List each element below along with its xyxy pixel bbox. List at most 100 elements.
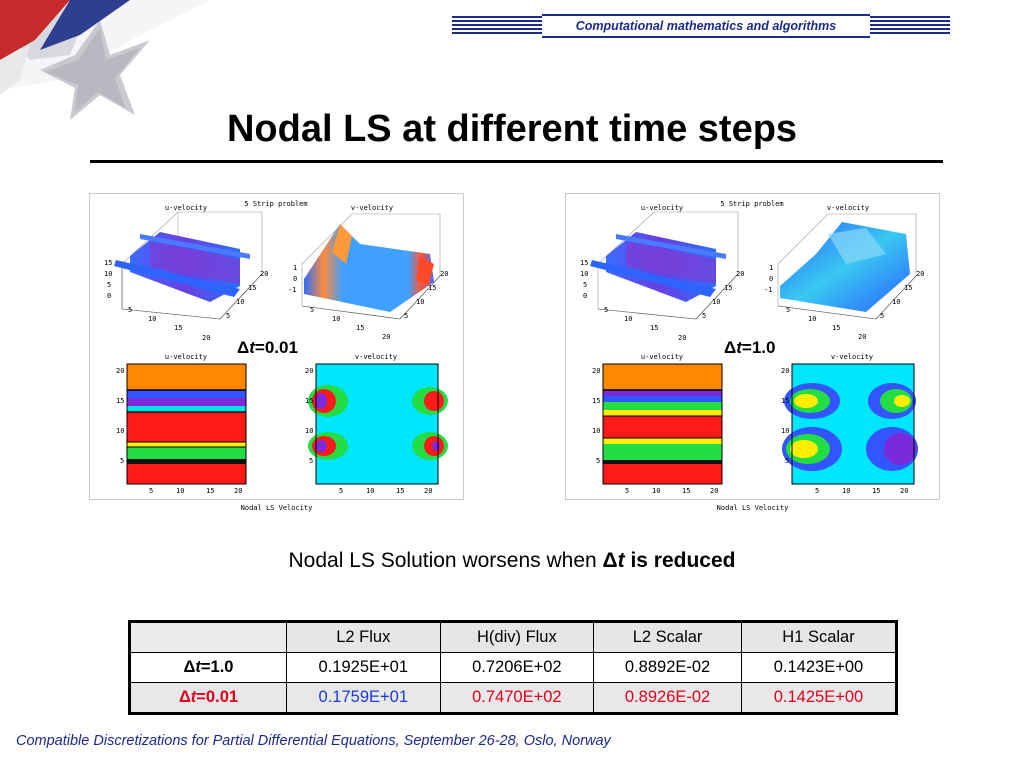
problem-title: 5 Strip problem [720, 200, 783, 208]
tick: 20 [916, 270, 924, 278]
table-cell: 0.1425E+00 [740, 682, 898, 714]
dt-value: =0.01 [254, 338, 298, 357]
v-velocity-surface-plot [777, 213, 917, 320]
tick: 5 [596, 457, 600, 465]
tick: 5 [107, 281, 111, 289]
tick: 15 [872, 487, 880, 495]
delta-symbol: Δ [183, 658, 196, 676]
header-stripes-right [870, 16, 950, 36]
table-header-cell: H(div) Flux [439, 621, 595, 653]
tick: 15 [248, 284, 256, 292]
u-surface-ticks: 15 10 5 0 5 10 15 20 20 15 10 5 [580, 259, 744, 342]
v-surface-ticks: 1 0 -1 5 10 15 20 20 15 10 5 [288, 264, 448, 341]
v-velocity-contour-plot [782, 363, 918, 485]
tick: 5 [309, 457, 313, 465]
row-label: Δt=0.01 [129, 682, 287, 714]
table-header-cell: H1 Scalar [740, 621, 898, 653]
tick: -1 [764, 286, 772, 294]
u-surface-label: u-velocity [641, 204, 683, 212]
t-variable: t [617, 549, 625, 572]
conclusion-suffix: is reduced [624, 549, 736, 572]
header-label: Computational mathematics and algorithms [542, 14, 870, 38]
tick: 20 [592, 367, 600, 375]
tick: 15 [428, 284, 436, 292]
tick: 20 [900, 487, 908, 495]
footer-text: Compatible Discretizations for Partial D… [16, 733, 611, 749]
tick: 5 [786, 306, 790, 314]
tick: 10 [305, 427, 313, 435]
star-logo [0, 0, 210, 120]
table-cell: 0.1759E+01 [286, 682, 441, 714]
figure-caption-right: Nodal LS Velocity [716, 504, 789, 512]
tick: 15 [104, 259, 112, 267]
delta-symbol: Δ [237, 338, 250, 357]
u-velocity-surface-plot [590, 211, 739, 320]
tick: -1 [288, 286, 296, 294]
table-cell: 0.1925E+01 [286, 652, 441, 683]
tick: 15 [305, 397, 313, 405]
table-row: Δt=0.01 0.1759E+01 0.7470E+02 0.8926E-02… [129, 682, 898, 714]
t-variable: t [195, 658, 201, 676]
tick: 10 [842, 487, 850, 495]
tick: 15 [580, 259, 588, 267]
tick: 15 [832, 324, 840, 332]
u-velocity-contour-plot [126, 363, 247, 485]
v-velocity-surface-plot [301, 213, 441, 320]
tick: 20 [116, 367, 124, 375]
u-contour-ticks: 20 15 10 5 5 10 15 20 [592, 367, 718, 495]
header-stripes-left [452, 16, 542, 36]
table-row: Δt=1.0 0.1925E+01 0.7206E+02 0.8892E-02 … [129, 652, 898, 683]
tick: 20 [382, 333, 390, 341]
tick: 20 [858, 333, 866, 341]
tick: 15 [396, 487, 404, 495]
conclusion-prefix: Nodal LS Solution worsens when [288, 549, 603, 572]
table-cell: 0.1423E+00 [740, 652, 898, 683]
tick: 10 [176, 487, 184, 495]
error-norms-table: L2 Flux H(div) Flux L2 Scalar H1 Scalar … [128, 620, 898, 715]
tick: 20 [440, 270, 448, 278]
page-title: Nodal LS at different time steps [226, 108, 798, 150]
header-bar: Computational mathematics and algorithms [452, 14, 950, 38]
delta-symbol: Δ [602, 549, 618, 572]
u-surface-ticks: 15 10 5 0 5 10 15 20 20 15 10 5 [104, 259, 268, 342]
t-variable: t [736, 338, 742, 357]
tick: 10 [116, 427, 124, 435]
dt-value: =1.0 [200, 658, 234, 676]
v-surface-ticks: 1 0 -1 5 10 15 20 20 15 10 5 [764, 264, 924, 341]
table-cell: 0.8926E-02 [593, 682, 742, 714]
table-cell: 0.8892E-02 [593, 652, 742, 683]
tick: 5 [604, 306, 608, 314]
tick: 10 [652, 487, 660, 495]
dt-value: =1.0 [741, 338, 776, 357]
row-label: Δt=1.0 [129, 652, 287, 683]
v-contour-ticks: 20 15 10 5 5 10 15 20 [781, 367, 908, 495]
tick: 15 [592, 397, 600, 405]
v-contour-label: v-velocity [831, 353, 873, 361]
tick: 20 [781, 367, 789, 375]
tick: 20 [424, 487, 432, 495]
t-variable: t [249, 338, 255, 357]
t-variable: t [190, 688, 197, 706]
u-contour-label: u-velocity [641, 353, 683, 361]
u-velocity-surface-plot [114, 211, 263, 320]
v-velocity-contour-plot [308, 363, 448, 485]
tick: 5 [339, 487, 343, 495]
delta-symbol: Δ [178, 688, 191, 706]
tick: 1 [293, 264, 297, 272]
tick: 0 [583, 292, 587, 300]
tick: 10 [104, 270, 112, 278]
figure-caption-left: Nodal LS Velocity [240, 504, 313, 512]
tick: 5 [226, 312, 230, 320]
panel-graphics: 5 Strip problem u-velocity 15 10 5 0 5 1… [104, 200, 448, 495]
tick: 15 [650, 324, 658, 332]
v-surface-label: v-velocity [827, 204, 869, 212]
tick: 15 [682, 487, 690, 495]
tick: 15 [174, 324, 182, 332]
tick: 10 [148, 315, 156, 323]
table-header-row: L2 Flux H(div) Flux L2 Scalar H1 Scalar [129, 621, 898, 653]
delta-symbol: Δ [724, 338, 737, 357]
tick: 20 [710, 487, 718, 495]
tick: 10 [580, 270, 588, 278]
panel-graphics: 5 Strip problem u-velocity 15 10 5 0 5 1… [580, 200, 924, 495]
tick: 10 [332, 315, 340, 323]
